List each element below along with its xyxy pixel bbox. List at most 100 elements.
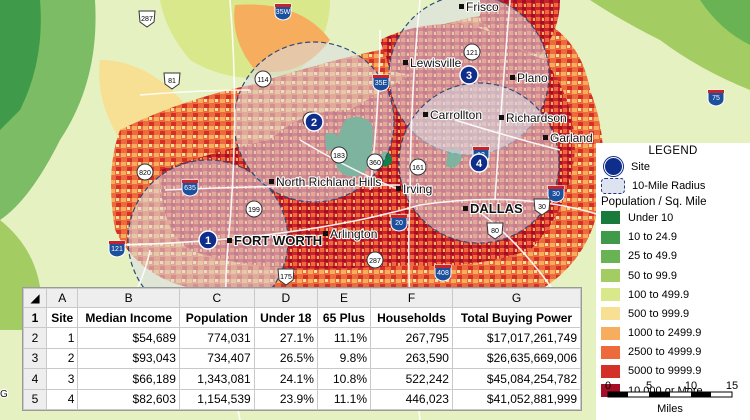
data-cell[interactable]: 1,154,539 xyxy=(178,388,255,411)
legend-classes: Under 10 10 to 24.9 25 to 49.9 50 to 99.9 10… xyxy=(596,208,750,400)
header-cell[interactable]: Total Buying Power xyxy=(451,306,582,329)
data-cell[interactable]: $82,603 xyxy=(77,388,180,411)
data-cell[interactable]: 3 xyxy=(45,368,79,390)
column-header-B[interactable]: B xyxy=(77,288,180,308)
data-cell[interactable]: 9.8% xyxy=(316,347,372,370)
highway-number: 81 xyxy=(168,78,176,85)
site-marker-1[interactable]: 1 xyxy=(198,230,218,250)
scale-tick: 5 xyxy=(646,380,652,392)
header-cell[interactable]: Under 18 xyxy=(253,306,318,329)
city-label: Frisco xyxy=(466,0,499,14)
row-header[interactable]: 1 xyxy=(23,306,47,329)
data-cell[interactable]: 1,343,081 xyxy=(178,368,255,390)
data-cell[interactable]: $26,635,669,006 xyxy=(451,347,582,370)
data-cell[interactable]: $54,689 xyxy=(77,327,180,349)
select-all-corner[interactable]: ◢ xyxy=(23,288,47,308)
data-cell[interactable]: 2 xyxy=(45,347,79,370)
site-number: 2 xyxy=(311,117,317,129)
site-markers[interactable]: 1 2 3 4 xyxy=(198,65,489,250)
city-label: Irving xyxy=(403,182,432,196)
site-marker-2[interactable]: 2 xyxy=(304,112,324,132)
column-header-C[interactable]: C xyxy=(178,288,255,308)
header-cell[interactable]: Median Income xyxy=(77,306,180,329)
site-marker-3[interactable]: 3 xyxy=(459,65,479,85)
highway-shield-35E: 35E xyxy=(372,74,390,92)
highway-number: 75 xyxy=(712,95,720,102)
legend-swatch xyxy=(601,230,620,244)
highway-shield-287: 287 xyxy=(138,10,156,28)
legend-swatch xyxy=(601,288,620,302)
radius-symbol-icon xyxy=(601,177,625,194)
highway-shield-635: 635 xyxy=(181,179,199,197)
data-cell[interactable]: 4 xyxy=(45,388,79,411)
data-cell[interactable]: 27.1% xyxy=(253,327,318,349)
data-cell[interactable]: 10.8% xyxy=(316,368,372,390)
legend-class-row: 1000 to 2499.9 xyxy=(601,324,750,343)
highway-number: 175 xyxy=(280,274,292,281)
data-cell[interactable]: 267,795 xyxy=(370,327,453,349)
city-label: Carrollton xyxy=(430,108,482,122)
highway-shield-121: 121 xyxy=(108,240,126,258)
header-cell[interactable]: Households xyxy=(370,306,453,329)
highway-number: 30 xyxy=(552,191,560,198)
data-cell[interactable]: $66,189 xyxy=(77,368,180,390)
legend-swatch xyxy=(601,326,620,340)
data-cell[interactable]: 263,590 xyxy=(370,347,453,370)
legend-class-label: 100 to 499.9 xyxy=(628,288,690,301)
column-header-A[interactable]: A xyxy=(45,288,79,308)
row-header[interactable]: 3 xyxy=(23,347,47,370)
legend-class-label: Under 10 xyxy=(628,211,674,224)
data-cell[interactable]: $17,017,261,749 xyxy=(451,327,582,349)
column-header-F[interactable]: F xyxy=(370,288,453,308)
highway-number: 20 xyxy=(395,220,403,227)
data-cell[interactable]: 446,023 xyxy=(370,388,453,411)
column-header-G[interactable]: G xyxy=(451,288,582,308)
legend-class-row: 25 to 49.9 xyxy=(601,247,750,266)
legend-class-label: 500 to 999.9 xyxy=(628,307,690,320)
data-cell[interactable]: $45,084,254,782 xyxy=(451,368,582,390)
legend-swatch xyxy=(601,345,620,359)
row-header[interactable]: 5 xyxy=(23,388,47,411)
highway-shield-80: 80 xyxy=(486,222,504,240)
legend-class-row: 500 to 999.9 xyxy=(601,304,750,323)
data-cell[interactable]: 734,407 xyxy=(178,347,255,370)
row-header[interactable]: 4 xyxy=(23,368,47,390)
data-cell[interactable]: 23.9% xyxy=(253,388,318,411)
legend-class-row: 2500 to 4999.9 xyxy=(601,343,750,362)
header-cell[interactable]: Population xyxy=(178,306,255,329)
city-label: Garland xyxy=(550,131,593,145)
highway-shield-161: 161 xyxy=(409,158,427,176)
site-marker-4[interactable]: 4 xyxy=(469,153,489,173)
legend-radius-row: 10-Mile Radius xyxy=(601,176,750,195)
data-cell[interactable]: 522,242 xyxy=(370,368,453,390)
data-cell[interactable]: $41,052,881,999 xyxy=(451,388,582,411)
column-header-D[interactable]: D xyxy=(253,288,318,308)
sheet-data-row: 3 2 $93,043 734,407 26.5% 9.8% 263,590 $26,635,… xyxy=(23,347,582,370)
legend-class-label: 25 to 49.9 xyxy=(628,250,677,263)
sheet-data-row: 5 4 $82,603 1,154,539 23.9% 11.1% 446,023 $41,0… xyxy=(23,388,582,411)
site-number: 1 xyxy=(205,235,211,247)
highway-shield-175: 175 xyxy=(277,268,295,286)
data-cell[interactable]: 774,031 xyxy=(178,327,255,349)
data-cell[interactable]: $93,043 xyxy=(77,347,180,370)
scale-tick: 15 xyxy=(726,380,738,392)
header-cell[interactable]: Site xyxy=(45,306,79,329)
data-cell[interactable]: 11.1% xyxy=(316,388,372,411)
row-header[interactable]: 2 xyxy=(23,327,47,349)
city-dot xyxy=(403,60,408,65)
city-label: Plano xyxy=(517,71,548,85)
data-cell[interactable]: 1 xyxy=(45,327,79,349)
data-cell[interactable]: 24.1% xyxy=(253,368,318,390)
highway-number: 360 xyxy=(369,160,381,167)
city-dot xyxy=(396,186,401,191)
legend-site-row: Site xyxy=(601,157,750,177)
city-dot xyxy=(269,179,274,184)
header-cell[interactable]: 65 Plus xyxy=(316,306,372,329)
legend-class-label: 10 to 24.9 xyxy=(628,231,677,244)
data-cell[interactable]: 11.1% xyxy=(316,327,372,349)
legend-swatch xyxy=(601,364,620,378)
city-label: North Richland Hills xyxy=(276,175,381,189)
data-cell[interactable]: 26.5% xyxy=(253,347,318,370)
column-header-E[interactable]: E xyxy=(316,288,372,308)
